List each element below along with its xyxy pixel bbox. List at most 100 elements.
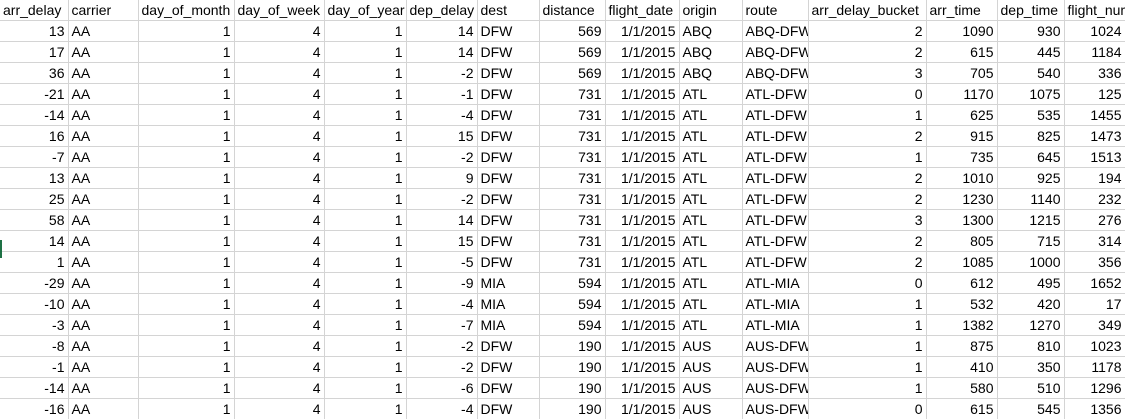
cell-distance[interactable]: 190 — [539, 377, 606, 399]
cell-day-of-month[interactable]: 1 — [138, 356, 235, 378]
cell-route[interactable]: ATL-DFW — [742, 167, 809, 189]
cell-flight-date[interactable]: 1/1/2015 — [605, 83, 680, 105]
cell-arr-delay[interactable]: 58 — [0, 209, 69, 231]
cell-dep-delay[interactable]: -4 — [406, 104, 478, 126]
cell-dest[interactable]: DFW — [477, 188, 540, 210]
cell-route[interactable]: ATL-DFW — [742, 104, 809, 126]
cell-day-of-week[interactable]: 4 — [234, 104, 325, 126]
cell-dep-time[interactable]: 445 — [997, 41, 1065, 63]
cell-arr-time[interactable]: 915 — [926, 125, 998, 147]
cell-route[interactable]: ATL-DFW — [742, 230, 809, 252]
cell-arr-delay[interactable]: 36 — [0, 62, 69, 84]
cell-distance[interactable]: 731 — [539, 83, 606, 105]
cell-dep-time[interactable]: 930 — [997, 20, 1065, 42]
cell-distance[interactable]: 731 — [539, 230, 606, 252]
cell-day-of-week[interactable]: 4 — [234, 314, 325, 336]
cell-arr-time[interactable]: 625 — [926, 104, 998, 126]
cell-dest[interactable]: DFW — [477, 230, 540, 252]
cell-route[interactable]: ATL-DFW — [742, 146, 809, 168]
cell-origin[interactable]: ATL — [679, 167, 743, 189]
cell-dest[interactable]: MIA — [477, 293, 540, 315]
cell-arr-delay-bucket[interactable]: 2 — [808, 188, 927, 210]
cell-flight-date[interactable]: 1/1/2015 — [605, 335, 680, 357]
cell-carrier[interactable]: AA — [68, 20, 139, 42]
cell-carrier[interactable]: AA — [68, 398, 139, 419]
cell-origin[interactable]: ATL — [679, 209, 743, 231]
cell-day-of-week[interactable]: 4 — [234, 335, 325, 357]
cell-flight-date[interactable]: 1/1/2015 — [605, 398, 680, 419]
cell-carrier[interactable]: AA — [68, 209, 139, 231]
header-cell-arr-delay-bucket[interactable]: arr_delay_bucket — [808, 0, 927, 21]
cell-arr-time[interactable]: 1230 — [926, 188, 998, 210]
cell-arr-time[interactable]: 735 — [926, 146, 998, 168]
cell-dep-delay[interactable]: 14 — [406, 209, 478, 231]
cell-day-of-month[interactable]: 1 — [138, 293, 235, 315]
cell-origin[interactable]: AUS — [679, 377, 743, 399]
cell-arr-delay-bucket[interactable]: 2 — [808, 125, 927, 147]
cell-arr-delay-bucket[interactable]: 1 — [808, 146, 927, 168]
cell-carrier[interactable]: AA — [68, 314, 139, 336]
cell-dep-delay[interactable]: -7 — [406, 314, 478, 336]
cell-distance[interactable]: 569 — [539, 41, 606, 63]
cell-arr-time[interactable]: 615 — [926, 41, 998, 63]
cell-flight-date[interactable]: 1/1/2015 — [605, 62, 680, 84]
cell-distance[interactable]: 731 — [539, 125, 606, 147]
cell-arr-delay-bucket[interactable]: 2 — [808, 230, 927, 252]
cell-arr-delay[interactable]: 1 — [0, 251, 69, 273]
cell-route[interactable]: AUS-DFW — [742, 356, 809, 378]
cell-day-of-month[interactable]: 1 — [138, 251, 235, 273]
cell-arr-time[interactable]: 1300 — [926, 209, 998, 231]
cell-arr-delay-bucket[interactable]: 2 — [808, 167, 927, 189]
cell-dep-delay[interactable]: -4 — [406, 398, 478, 419]
cell-flight-num[interactable]: 125 — [1064, 83, 1125, 105]
header-cell-arr-time[interactable]: arr_time — [926, 0, 998, 21]
cell-arr-delay[interactable]: -14 — [0, 104, 69, 126]
cell-arr-time[interactable]: 1090 — [926, 20, 998, 42]
cell-distance[interactable]: 594 — [539, 293, 606, 315]
cell-flight-num[interactable]: 1184 — [1064, 41, 1125, 63]
cell-day-of-month[interactable]: 1 — [138, 377, 235, 399]
cell-arr-delay-bucket[interactable]: 1 — [808, 104, 927, 126]
cell-dep-time[interactable]: 495 — [997, 272, 1065, 294]
cell-flight-date[interactable]: 1/1/2015 — [605, 20, 680, 42]
cell-dest[interactable]: DFW — [477, 125, 540, 147]
cell-dep-time[interactable]: 1075 — [997, 83, 1065, 105]
header-cell-distance[interactable]: distance — [539, 0, 606, 21]
cell-day-of-year[interactable]: 1 — [324, 167, 407, 189]
cell-dep-time[interactable]: 420 — [997, 293, 1065, 315]
cell-flight-date[interactable]: 1/1/2015 — [605, 251, 680, 273]
cell-origin[interactable]: AUS — [679, 356, 743, 378]
cell-distance[interactable]: 731 — [539, 104, 606, 126]
cell-day-of-year[interactable]: 1 — [324, 293, 407, 315]
cell-day-of-week[interactable]: 4 — [234, 125, 325, 147]
cell-origin[interactable]: AUS — [679, 398, 743, 419]
cell-origin[interactable]: ATL — [679, 83, 743, 105]
cell-flight-num[interactable]: 1024 — [1064, 20, 1125, 42]
cell-carrier[interactable]: AA — [68, 104, 139, 126]
header-cell-day-of-week[interactable]: day_of_week — [234, 0, 325, 21]
cell-arr-delay[interactable]: -29 — [0, 272, 69, 294]
cell-arr-time[interactable]: 612 — [926, 272, 998, 294]
cell-dep-time[interactable]: 715 — [997, 230, 1065, 252]
cell-day-of-month[interactable]: 1 — [138, 335, 235, 357]
cell-origin[interactable]: ABQ — [679, 20, 743, 42]
cell-distance[interactable]: 594 — [539, 314, 606, 336]
header-cell-dest[interactable]: dest — [477, 0, 540, 21]
cell-dest[interactable]: DFW — [477, 167, 540, 189]
cell-carrier[interactable]: AA — [68, 293, 139, 315]
cell-flight-date[interactable]: 1/1/2015 — [605, 293, 680, 315]
cell-dep-time[interactable]: 810 — [997, 335, 1065, 357]
cell-day-of-year[interactable]: 1 — [324, 314, 407, 336]
cell-carrier[interactable]: AA — [68, 62, 139, 84]
header-cell-day-of-year[interactable]: day_of_year — [324, 0, 407, 21]
cell-origin[interactable]: ATL — [679, 293, 743, 315]
cell-day-of-week[interactable]: 4 — [234, 230, 325, 252]
cell-carrier[interactable]: AA — [68, 272, 139, 294]
cell-flight-date[interactable]: 1/1/2015 — [605, 377, 680, 399]
cell-day-of-year[interactable]: 1 — [324, 125, 407, 147]
cell-arr-time[interactable]: 580 — [926, 377, 998, 399]
cell-dest[interactable]: MIA — [477, 314, 540, 336]
cell-day-of-year[interactable]: 1 — [324, 230, 407, 252]
cell-route[interactable]: ABQ-DFW — [742, 41, 809, 63]
cell-origin[interactable]: ATL — [679, 104, 743, 126]
